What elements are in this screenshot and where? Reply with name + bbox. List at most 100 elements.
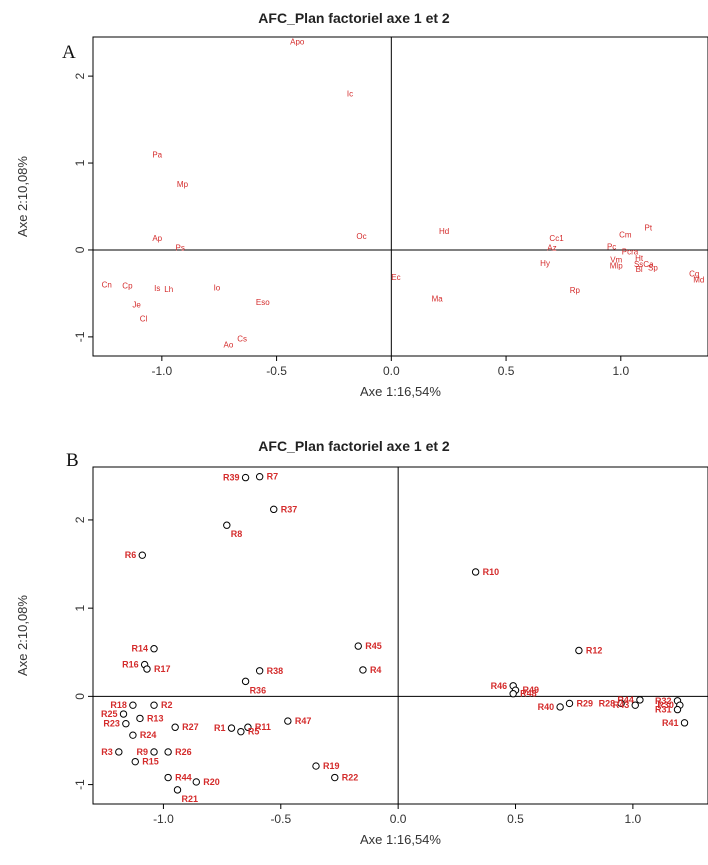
data-point-label: R27 (182, 722, 199, 732)
data-point (270, 505, 278, 514)
data-point (241, 473, 250, 482)
data-point-label: Ec (391, 273, 400, 282)
data-point (115, 748, 123, 756)
x-axis-label: Axe 1:16,54% (360, 832, 441, 847)
data-point (680, 719, 689, 727)
y-tick-label: 0 (73, 246, 87, 253)
data-point (331, 773, 339, 782)
data-point-label: Ap (152, 234, 162, 243)
data-point-label: Bl (636, 265, 643, 274)
data-point-label: R1 (214, 723, 226, 733)
data-point-label: Cp (122, 282, 133, 291)
data-point (223, 521, 231, 529)
data-point-label: R12 (586, 645, 603, 655)
data-point-label: R21 (182, 794, 199, 804)
data-point-label: Mp (177, 180, 189, 189)
data-point-label: R11 (255, 722, 271, 732)
x-tick-label: -1.0 (153, 812, 174, 826)
panel-label: B (66, 450, 79, 471)
data-point (509, 690, 517, 698)
data-point (164, 773, 172, 782)
data-point-label: R15 (142, 757, 159, 767)
data-point-label: R10 (483, 567, 500, 577)
data-point-label: R25 (101, 709, 118, 719)
data-point-label: R24 (140, 730, 157, 740)
data-point-label: R32 (655, 696, 672, 706)
data-point (565, 699, 574, 708)
data-point (255, 667, 264, 675)
data-point (237, 727, 245, 736)
data-point (241, 677, 250, 686)
data-point-label: Is (154, 284, 160, 293)
data-point-label: R7 (267, 472, 279, 482)
data-point-label: Ma (432, 295, 444, 304)
data-point-label: Hy (540, 259, 550, 268)
data-point-label: Cl (140, 315, 148, 324)
data-point-label: Md (693, 276, 704, 285)
data-point-label: R5 (248, 727, 260, 737)
x-tick-label: 1.0 (612, 364, 629, 378)
data-point-label: Je (132, 301, 141, 310)
data-point-label: R43 (613, 700, 630, 710)
x-tick-label: 0.0 (390, 812, 407, 826)
panel-label: A (62, 42, 76, 63)
data-point-label: R17 (154, 664, 171, 674)
panel-a: AFC_Plan factoriel axe 1 et 2 A -1.0 -0.5… (0, 0, 708, 420)
x-tick-label: -0.5 (266, 364, 287, 378)
data-point-label: Pt (645, 223, 653, 232)
data-point-label: R14 (132, 644, 149, 654)
data-point-label: Pcra (622, 248, 639, 257)
data-point-label: R23 (103, 719, 120, 729)
data-point-label: R48 (520, 689, 537, 699)
data-point-label: Vm (610, 256, 622, 265)
data-point-label: R26 (175, 747, 192, 757)
data-point-label: Cn (102, 281, 112, 290)
data-point-label: Lh (164, 285, 173, 294)
x-tick-label: 0.0 (383, 364, 400, 378)
y-axis-label: Axe 2:10,08% (15, 595, 30, 676)
data-point-label: R36 (250, 685, 267, 695)
data-point-label: Cm (619, 230, 632, 239)
data-point-label: R28 (599, 698, 616, 708)
data-point (136, 714, 144, 723)
data-point (471, 568, 480, 576)
data-point (129, 701, 137, 709)
y-tick-label: 2 (73, 516, 87, 523)
data-point (150, 645, 158, 653)
data-point-label: R3 (101, 747, 113, 757)
data-point (636, 696, 644, 704)
data-point-label: R16 (122, 660, 139, 670)
data-point (556, 703, 564, 711)
data-point-label: Pc (607, 242, 616, 251)
data-point (359, 666, 367, 674)
data-point (255, 473, 264, 481)
data-point-label: Oc (356, 232, 366, 241)
data-point-label: Az (547, 243, 556, 252)
data-point (171, 723, 179, 731)
y-tick-label: 1 (73, 159, 87, 166)
data-point-label: R44 (175, 773, 192, 783)
data-point-label: Ht (635, 254, 644, 263)
panel-b: AFC_Plan factoriel axe 1 et 2 B -1.0 -0.5… (0, 428, 708, 865)
data-point-label: R49 (523, 685, 540, 695)
data-point-label: R22 (342, 773, 359, 783)
data-point (131, 757, 139, 766)
data-point-label: Mlp (610, 262, 623, 271)
data-point-label: R6 (125, 550, 137, 560)
data-point (575, 646, 583, 655)
data-point-label: Cs (237, 335, 247, 344)
data-point-label: Ic (347, 89, 353, 98)
data-point (119, 710, 128, 718)
data-point-label: R18 (110, 700, 127, 710)
data-point (122, 720, 130, 728)
data-point-label: R9 (137, 747, 149, 757)
data-point-label: Ao (223, 341, 233, 350)
data-point (312, 762, 320, 770)
data-point-label: R31 (655, 705, 672, 715)
data-point-label: R45 (365, 641, 382, 651)
data-point-label: Cg (689, 269, 699, 278)
data-point-label: R8 (231, 529, 243, 539)
data-point-label: R20 (203, 777, 220, 787)
data-point-label: R19 (323, 761, 340, 771)
data-point (617, 699, 625, 708)
